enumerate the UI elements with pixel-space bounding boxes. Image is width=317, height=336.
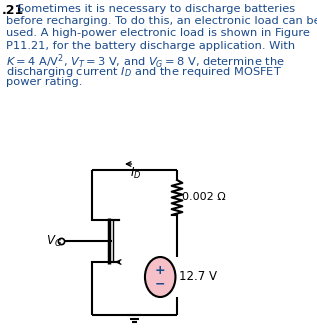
Text: .21: .21 xyxy=(2,4,24,17)
Text: before recharging. To do this, an electronic load can be: before recharging. To do this, an electr… xyxy=(6,16,317,26)
Text: discharging current $I_D$ and the required MOSFET: discharging current $I_D$ and the requir… xyxy=(6,65,282,79)
Text: +: + xyxy=(155,264,165,278)
Text: used. A high-power electronic load is shown in Figure: used. A high-power electronic load is sh… xyxy=(6,29,310,38)
Circle shape xyxy=(145,257,176,297)
Text: $K = 4$ A/V$^2$, $V_T = 3$ V, and $V_G = 8$ V, determine the: $K = 4$ A/V$^2$, $V_T = 3$ V, and $V_G =… xyxy=(6,53,285,71)
Text: $V_G$: $V_G$ xyxy=(46,234,62,249)
Text: 0.002 Ω: 0.002 Ω xyxy=(182,193,225,203)
Text: Sometimes it is necessary to discharge batteries: Sometimes it is necessary to discharge b… xyxy=(17,4,295,14)
Text: 12.7 V: 12.7 V xyxy=(178,270,217,284)
Text: P11.21, for the battery discharge application. With: P11.21, for the battery discharge applic… xyxy=(6,41,295,51)
Text: −: − xyxy=(155,278,165,291)
Text: power rating.: power rating. xyxy=(6,77,82,87)
Text: $I_D$: $I_D$ xyxy=(130,166,141,181)
